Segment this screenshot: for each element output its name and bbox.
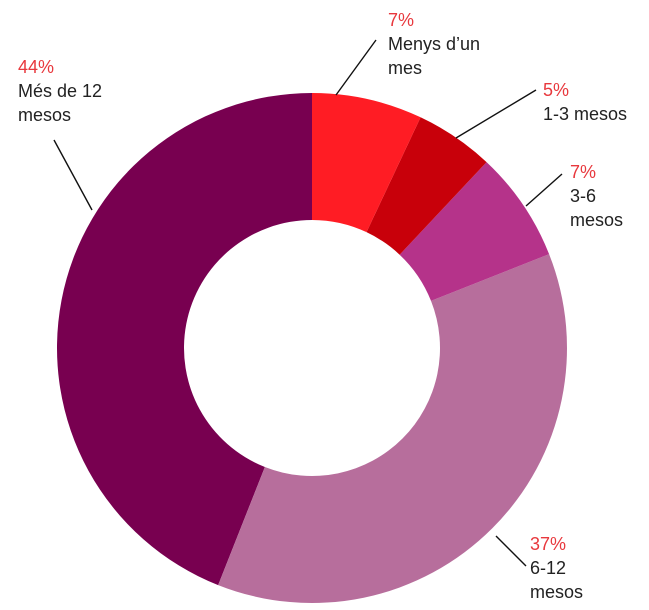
category-label: Menys d’un mes [388, 34, 481, 78]
category-label: 3-6 mesos [570, 186, 624, 230]
slice-label: 7% 3-6 mesos [570, 160, 640, 232]
donut-slice [56, 93, 312, 586]
category-label: 6-12 mesos [530, 558, 584, 602]
donut-slice [399, 162, 550, 301]
leader-line [495, 535, 527, 567]
slice-label: 7% Menys d’un mes [388, 8, 488, 80]
percent-label: 44% [18, 57, 55, 77]
leader-line [455, 89, 537, 139]
leader-line [53, 139, 93, 211]
slice-label: 5% 1-3 mesos [543, 78, 649, 126]
percent-label: 5% [543, 80, 570, 100]
category-label: 1-3 mesos [543, 104, 628, 124]
slice-label: 44% Més de 12 mesos [18, 55, 128, 127]
leader-line [335, 39, 377, 96]
percent-label: 7% [570, 162, 597, 182]
leader-line [525, 173, 563, 207]
donut-slice [312, 93, 421, 233]
donut-slice [366, 117, 487, 255]
percent-label: 7% [388, 10, 415, 30]
category-label: Més de 12 mesos [18, 81, 103, 125]
slice-label: 37% 6-12 mesos [530, 532, 600, 604]
donut-slice [218, 254, 568, 604]
percent-label: 37% [530, 534, 567, 554]
